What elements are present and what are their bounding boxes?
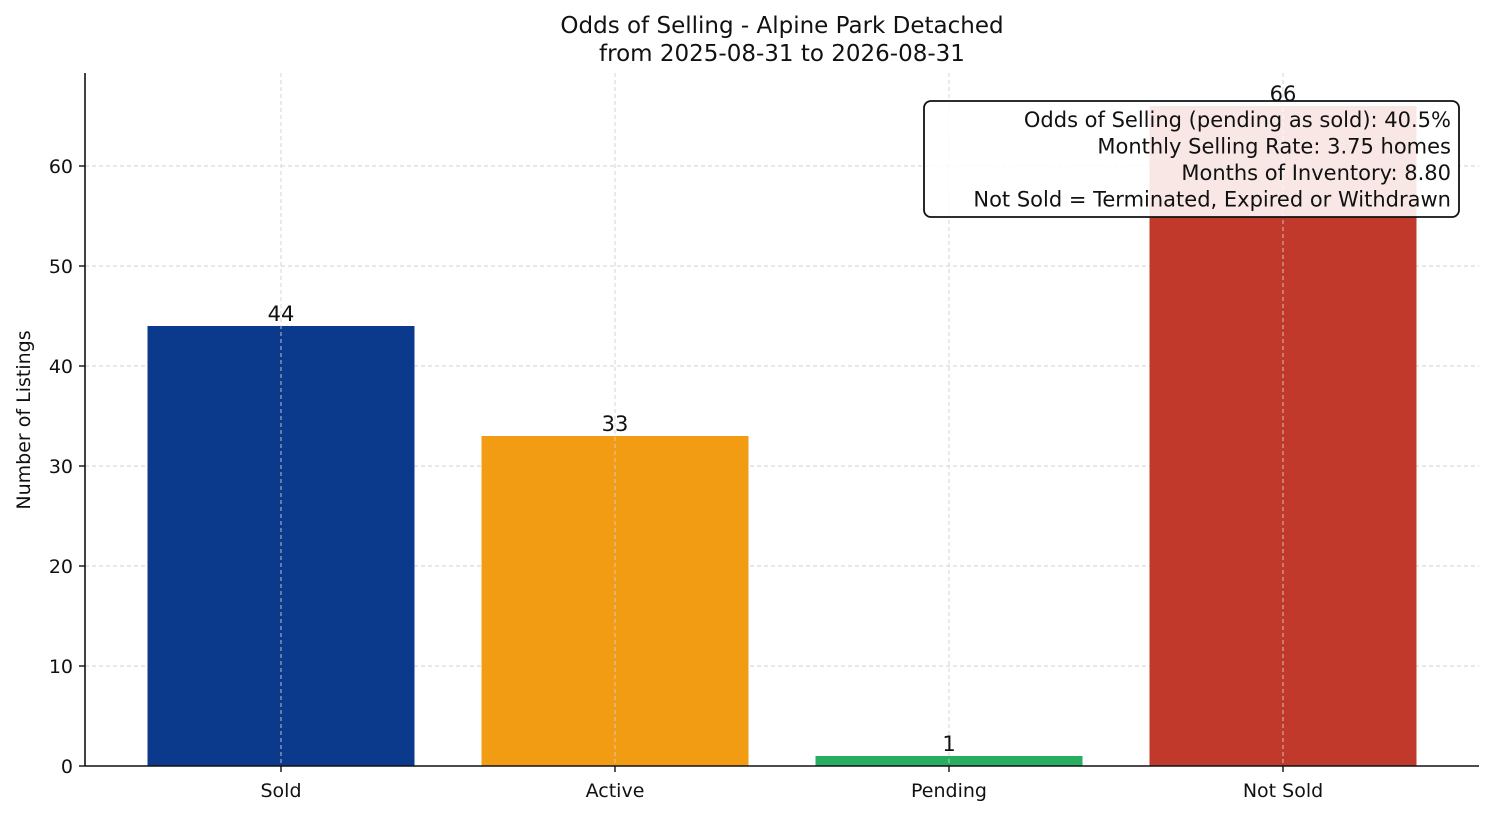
y-tick-label: 60	[49, 156, 73, 178]
bar-value-label: 33	[602, 412, 629, 436]
chart-title: Odds of Selling - Alpine Park Detached	[560, 13, 1003, 39]
bar-value-label: 44	[268, 302, 295, 326]
y-tick-label: 30	[49, 456, 73, 478]
y-axis-label: Number of Listings	[13, 330, 35, 509]
x-tick-label: Active	[586, 780, 645, 802]
info-box-frame	[923, 100, 1460, 218]
info-box-line: Odds of Selling (pending as sold): 40.5%	[1024, 108, 1451, 132]
info-box-line: Monthly Selling Rate: 3.75 homes	[1097, 135, 1451, 159]
y-tick-label: 40	[49, 356, 73, 378]
x-tick-label: Pending	[911, 780, 987, 802]
chart-title-group: Odds of Selling - Alpine Park Detached f…	[560, 13, 1003, 67]
y-tick-label: 20	[49, 556, 73, 578]
info-box: Odds of Selling (pending as sold): 40.5%…	[923, 100, 1460, 218]
y-tick-label: 0	[61, 756, 73, 778]
x-tick-label: Not Sold	[1243, 780, 1323, 802]
axes-layer	[79, 73, 1479, 772]
info-box-line: Months of Inventory: 8.80	[1181, 161, 1451, 185]
bar-value-label: 1	[942, 732, 955, 756]
labels-layer: 0 10 20 30 40 50 60 Sold Active Pending Not Sold 44…	[49, 82, 1323, 802]
y-tick-label: 50	[49, 256, 73, 278]
info-box-line: Not Sold = Terminated, Expired or Withdr…	[973, 188, 1451, 212]
x-tick-label: Sold	[260, 780, 301, 802]
y-tick-label: 10	[49, 656, 73, 678]
chart-subtitle: from 2025-08-31 to 2026-08-31	[599, 41, 965, 67]
